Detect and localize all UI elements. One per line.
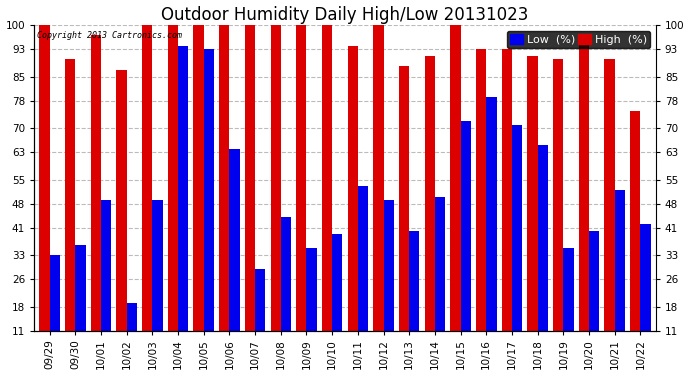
Bar <box>117 70 127 368</box>
Bar <box>65 59 75 368</box>
Bar <box>101 200 111 368</box>
Bar <box>630 111 640 368</box>
Bar <box>152 200 163 368</box>
Bar <box>512 124 522 368</box>
Bar <box>502 49 512 368</box>
Bar <box>435 197 445 368</box>
Bar <box>486 97 497 368</box>
Bar <box>193 25 204 368</box>
Legend: Low  (%), High  (%): Low (%), High (%) <box>506 31 650 48</box>
Bar <box>424 56 435 368</box>
Bar <box>142 25 152 368</box>
Bar <box>604 59 615 368</box>
Bar <box>563 248 573 368</box>
Bar <box>640 224 651 368</box>
Bar <box>50 255 60 368</box>
Bar <box>281 217 291 368</box>
Bar <box>90 35 101 368</box>
Bar <box>229 148 239 368</box>
Bar <box>373 25 384 368</box>
Bar <box>348 46 358 368</box>
Bar <box>168 25 178 368</box>
Bar <box>553 59 563 368</box>
Bar <box>245 25 255 368</box>
Bar <box>476 49 486 368</box>
Bar <box>204 49 214 368</box>
Bar <box>399 66 409 368</box>
Bar <box>219 25 229 368</box>
Bar <box>255 269 266 368</box>
Bar <box>384 200 394 368</box>
Text: Copyright 2013 Cartronics.com: Copyright 2013 Cartronics.com <box>37 31 182 40</box>
Bar <box>306 248 317 368</box>
Bar <box>270 25 281 368</box>
Bar <box>538 145 548 368</box>
Bar <box>579 35 589 368</box>
Title: Outdoor Humidity Daily High/Low 20131023: Outdoor Humidity Daily High/Low 20131023 <box>161 6 529 24</box>
Bar <box>127 303 137 368</box>
Bar <box>409 231 420 368</box>
Bar <box>296 25 306 368</box>
Bar <box>178 46 188 368</box>
Bar <box>589 231 600 368</box>
Bar <box>358 186 368 368</box>
Bar <box>322 25 332 368</box>
Bar <box>39 25 50 368</box>
Bar <box>451 25 461 368</box>
Bar <box>75 245 86 368</box>
Bar <box>461 121 471 368</box>
Bar <box>615 190 625 368</box>
Bar <box>332 234 342 368</box>
Bar <box>527 56 538 368</box>
